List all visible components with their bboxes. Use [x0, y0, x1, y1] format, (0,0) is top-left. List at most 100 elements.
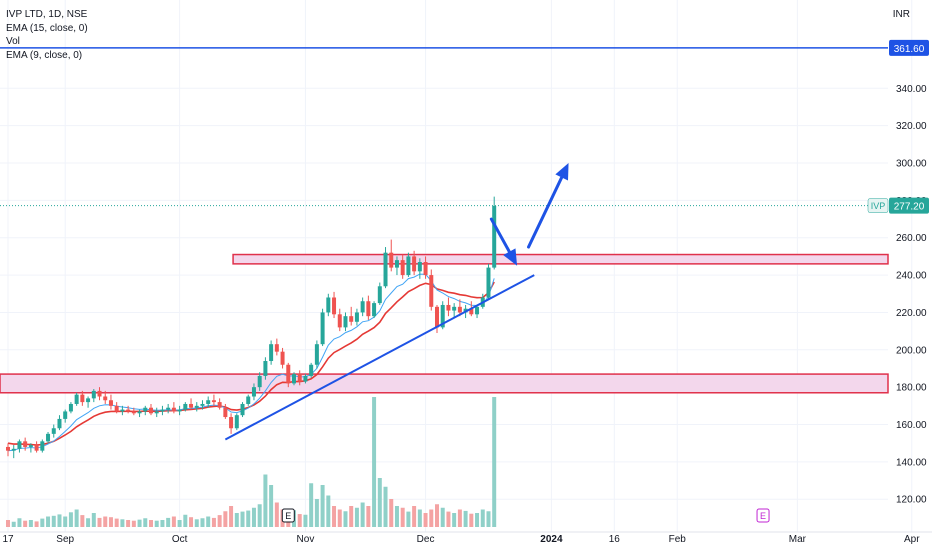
candle [51, 424, 56, 438]
candle [303, 374, 308, 384]
candle-body [189, 403, 194, 408]
candle [286, 362, 291, 388]
volume-bar [269, 485, 274, 527]
volume-bar [394, 506, 399, 527]
volume-bar [166, 517, 171, 527]
candle-body [114, 405, 119, 412]
candle [28, 443, 33, 453]
volume-bar [154, 520, 159, 527]
volume-bar [263, 474, 268, 527]
earnings-marker [756, 508, 770, 523]
candle-body [417, 262, 422, 272]
time-axis: 17 Sep Oct Nov Dec 2024 16 Feb Mar Apr [0, 531, 932, 545]
candle-body [377, 286, 382, 304]
candle-body [274, 344, 279, 352]
candle [343, 312, 348, 332]
candle-body [286, 364, 291, 384]
level-price-value: 361.60 [894, 44, 925, 55]
volume-bar [246, 510, 251, 527]
legend-ema9[interactable]: EMA (9, close, 0) [6, 49, 83, 61]
symbol-badge [867, 198, 889, 213]
volume-bar [86, 518, 91, 527]
candle [412, 250, 417, 276]
candle-body [103, 396, 108, 401]
candle-body [400, 260, 405, 276]
candle-body [446, 304, 451, 311]
volume-bar [354, 507, 359, 527]
candle [160, 405, 165, 416]
candle-body [423, 262, 428, 276]
price-tick-label: 320.00 [896, 121, 927, 132]
volume-bar [234, 513, 239, 527]
candle [314, 340, 319, 369]
volume-bar [314, 499, 319, 527]
arrow-shaft [527, 175, 564, 249]
candle [309, 362, 314, 378]
candle [17, 439, 22, 453]
candle-body [234, 415, 239, 429]
candle-body [229, 417, 234, 429]
price-axis: 120.00 140.00 160.00 180.00 200.00 220.00 240.… [867, 39, 929, 506]
volume-bar [17, 518, 22, 527]
volume-bar [23, 520, 28, 527]
legend-symbol[interactable]: IVP LTD, 1D, NSE [6, 9, 88, 20]
candle-body [372, 303, 377, 317]
candle-body [154, 411, 159, 414]
time-tick-label: 2024 [540, 534, 563, 545]
last-price-value: 277.20 [894, 202, 925, 213]
candle-body [28, 445, 33, 447]
legend-volume[interactable]: Vol [6, 36, 20, 47]
volume-bar [63, 516, 68, 527]
candle-body [303, 375, 308, 382]
candle-body [120, 409, 125, 412]
candle-body [280, 351, 285, 365]
volume-bar [326, 495, 331, 527]
candle [223, 403, 228, 419]
volume-bar [480, 509, 485, 527]
candle [486, 263, 491, 300]
candle-body [34, 445, 39, 451]
candle-body [74, 394, 79, 404]
chart-legend[interactable]: IVP LTD, 1D, NSE EMA (15, close, 0) Vol … [6, 8, 88, 62]
candle-body [343, 316, 348, 328]
candle [217, 398, 222, 410]
candle-body [383, 252, 388, 287]
volume-bar [57, 514, 62, 527]
candle-body [349, 316, 354, 322]
candle [80, 390, 85, 406]
volume-bar [309, 483, 314, 527]
price-tick-label: 300.00 [896, 159, 927, 170]
candle [377, 282, 382, 305]
volume-bar [51, 515, 56, 527]
candle [108, 394, 113, 410]
candle [11, 445, 16, 459]
candle-body [435, 306, 439, 328]
time-tick-label: Sep [56, 534, 74, 545]
currency-label[interactable]: INR [892, 9, 910, 20]
legend-ema15[interactable]: EMA (15, close, 0) [6, 22, 88, 34]
candle [149, 403, 153, 416]
candle [34, 441, 39, 453]
price-tick-label: 260.00 [896, 233, 927, 244]
candle-body [320, 312, 325, 345]
candle [154, 407, 159, 418]
volume-bar [149, 520, 153, 527]
candle [457, 299, 462, 317]
candle [332, 291, 337, 319]
candle-body [11, 448, 16, 451]
volume-bar [177, 520, 182, 527]
volume-bar [6, 520, 10, 527]
arrow-head [503, 248, 518, 266]
volume-bar [366, 506, 371, 527]
candle-body [86, 398, 91, 403]
volume-bar [114, 518, 119, 527]
candle-body [97, 390, 102, 397]
volume-bar [46, 516, 51, 527]
volume-bar [332, 506, 337, 527]
last-price-badge [889, 197, 929, 214]
candle-body [412, 256, 417, 272]
volume-bar [28, 520, 33, 527]
candle [246, 394, 251, 406]
